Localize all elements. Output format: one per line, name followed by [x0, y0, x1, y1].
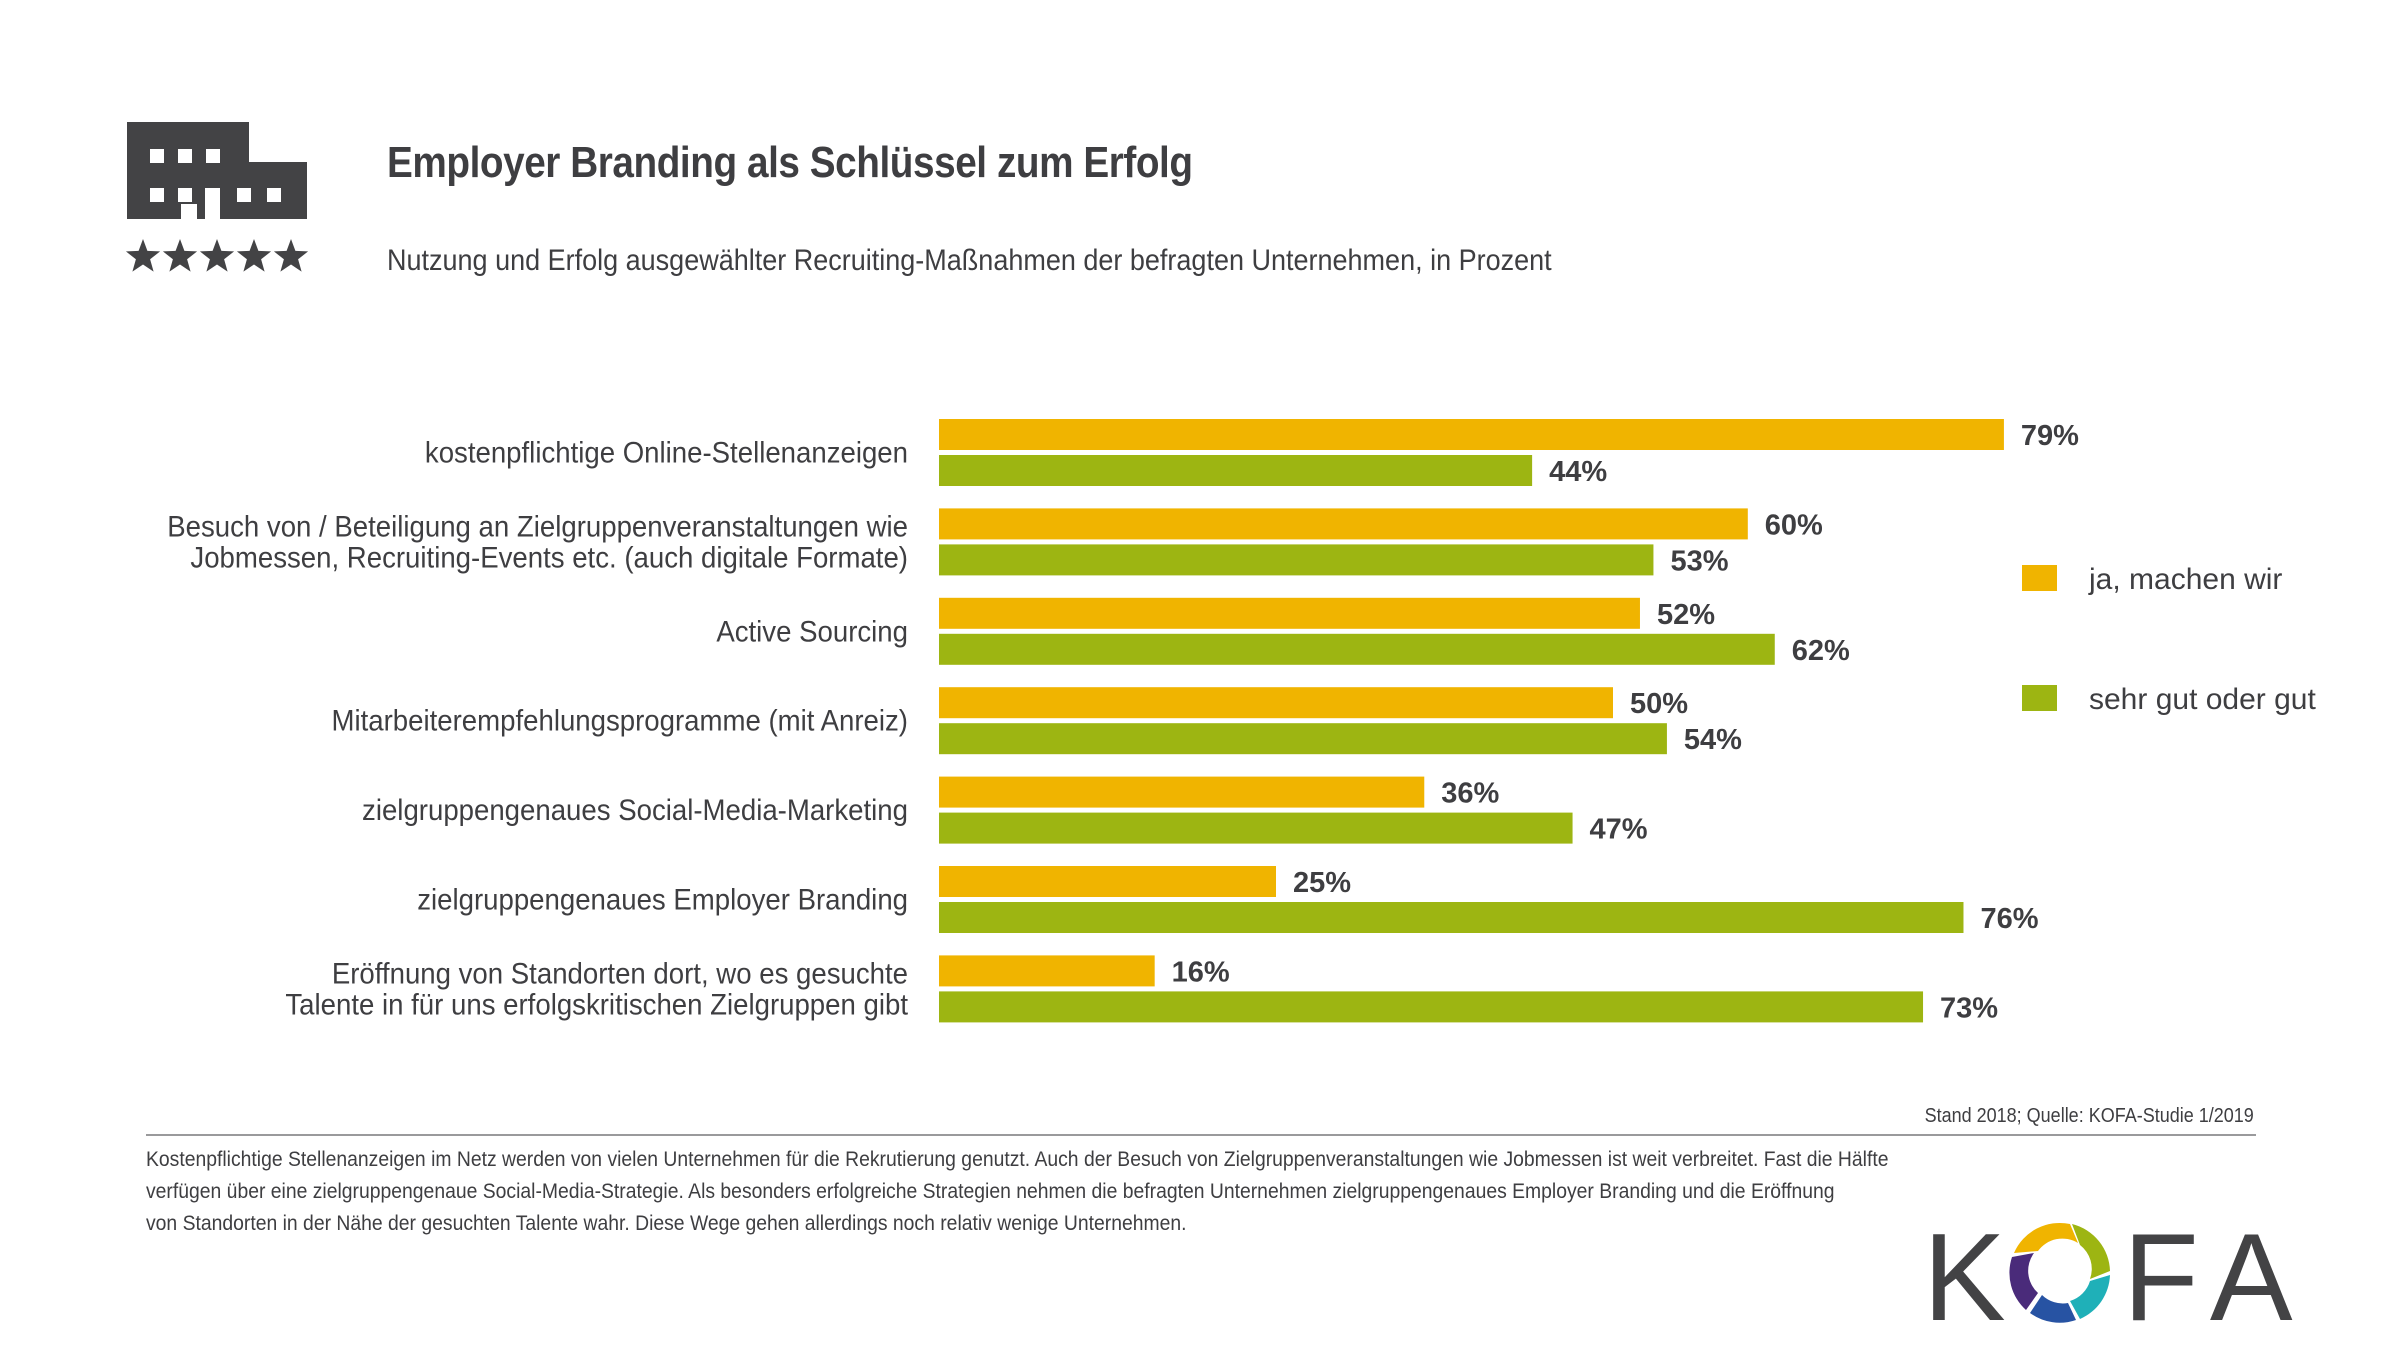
category-label: kostenpflichtige Online-Stellenanzeigen	[425, 436, 908, 469]
value-labels: 79% 44% 60% 53% 52% 62% 50% 54% 36% 47% 25% 76% 16% 7…	[1172, 420, 2079, 1024]
category-label-line: Talente in für uns erfolgskritischen Zie…	[285, 988, 908, 1021]
category-label-line: Active Sourcing	[716, 615, 908, 648]
value-label: 50%	[1630, 688, 1688, 720]
category-label-line: Mitarbeiterempfehlungsprogramme (mit Anr…	[331, 705, 908, 738]
category-label: Eröffnung von Standorten dort, wo es ges…	[285, 957, 908, 1021]
value-label: 76%	[1980, 903, 2038, 935]
value-label: 79%	[2021, 420, 2079, 452]
bar-ja-machen-wir	[939, 776, 1425, 808]
bar-ja-machen-wir	[939, 508, 1748, 540]
value-label: 47%	[1590, 814, 1648, 846]
five-stars-icon	[125, 239, 309, 272]
category-label: Mitarbeiterempfehlungsprogramme (mit Anr…	[331, 705, 908, 738]
value-label: 36%	[1441, 778, 1499, 810]
building-with-stars-icon	[125, 122, 309, 272]
bar-ja-machen-wir	[939, 687, 1613, 719]
category-label-line: Besuch von / Beteiligung an Zielgruppenv…	[167, 510, 908, 543]
bar-sehr-gut-oder-gut	[939, 723, 1667, 755]
value-label: 52%	[1657, 599, 1715, 631]
bar-ja-machen-wir	[939, 866, 1276, 897]
star-icon	[273, 239, 309, 272]
building-icon	[127, 122, 307, 219]
category-labels: kostenpflichtige Online-Stellenanzeigen B…	[167, 436, 908, 1021]
footer-description-line: von Standorten in der Nähe der gesuchten…	[146, 1211, 1187, 1235]
value-label: 54%	[1684, 724, 1742, 756]
star-icon	[236, 239, 272, 272]
legend-swatch	[2022, 685, 2057, 711]
footer-description-line: verfügen über eine zielgruppengenaue Soc…	[146, 1179, 1835, 1203]
category-label: zielgruppengenaues Employer Branding	[417, 883, 908, 916]
source-note: Stand 2018; Quelle: KOFA-Studie 1/2019	[1924, 1105, 2254, 1127]
legend-label: ja, machen wir	[2088, 563, 2282, 596]
category-label-line: kostenpflichtige Online-Stellenanzeigen	[425, 436, 908, 469]
category-label: Active Sourcing	[716, 615, 908, 648]
value-label: 16%	[1172, 956, 1230, 988]
category-label: Besuch von / Beteiligung an Zielgruppenv…	[167, 510, 908, 574]
footer-description-line: Kostenpflichtige Stellenanzeigen im Netz…	[146, 1147, 1889, 1171]
value-label: 73%	[1940, 992, 1998, 1024]
page-subtitle: Nutzung und Erfolg ausgewählter Recruiti…	[387, 244, 1552, 277]
bar-sehr-gut-oder-gut	[939, 902, 1964, 933]
bar-sehr-gut-oder-gut	[939, 812, 1573, 844]
kofa-swirl-ring-icon	[2009, 1222, 2110, 1323]
category-label: zielgruppengenaues Social-Media-Marketin…	[362, 794, 908, 827]
star-icon	[199, 239, 235, 272]
bar-sehr-gut-oder-gut	[939, 455, 1533, 486]
bar-sehr-gut-oder-gut	[939, 991, 1924, 1023]
category-label-line: zielgruppengenaues Employer Branding	[417, 883, 908, 916]
value-label: 53%	[1670, 545, 1728, 577]
legend: ja, machen wir sehr gut oder gut	[2022, 563, 2316, 716]
legend-swatch	[2022, 565, 2057, 591]
footer-description: Kostenpflichtige Stellenanzeigen im Netz…	[146, 1143, 2243, 1239]
bars	[939, 419, 2004, 1023]
kofa-logo-fa: FA	[2123, 1215, 2311, 1335]
bar-ja-machen-wir	[939, 597, 1640, 629]
legend-label: sehr gut oder gut	[2089, 683, 2316, 716]
value-label: 44%	[1549, 456, 1607, 488]
category-label-line: Jobmessen, Recruiting-Events etc. (auch …	[190, 541, 908, 574]
category-label-line: zielgruppengenaues Social-Media-Marketin…	[362, 794, 908, 827]
bar-sehr-gut-oder-gut	[939, 544, 1654, 576]
kofa-logo-k: K	[1923, 1215, 2006, 1335]
footer-divider	[146, 1134, 2256, 1136]
category-label-line: Eröffnung von Standorten dort, wo es ges…	[332, 957, 908, 990]
value-label: 25%	[1293, 867, 1351, 899]
bar-ja-machen-wir	[939, 955, 1155, 987]
value-label: 62%	[1792, 635, 1850, 667]
bar-chart: kostenpflichtige Online-Stellenanzeigen B…	[167, 419, 2316, 1024]
kofa-logo: K FA	[1923, 1215, 2311, 1335]
bar-ja-machen-wir	[939, 419, 2004, 450]
page-title: Employer Branding als Schlüssel zum Erfo…	[387, 138, 1193, 187]
value-label: 60%	[1765, 509, 1823, 541]
star-icon	[162, 239, 198, 272]
star-icon	[125, 239, 161, 272]
bar-sehr-gut-oder-gut	[939, 633, 1775, 665]
